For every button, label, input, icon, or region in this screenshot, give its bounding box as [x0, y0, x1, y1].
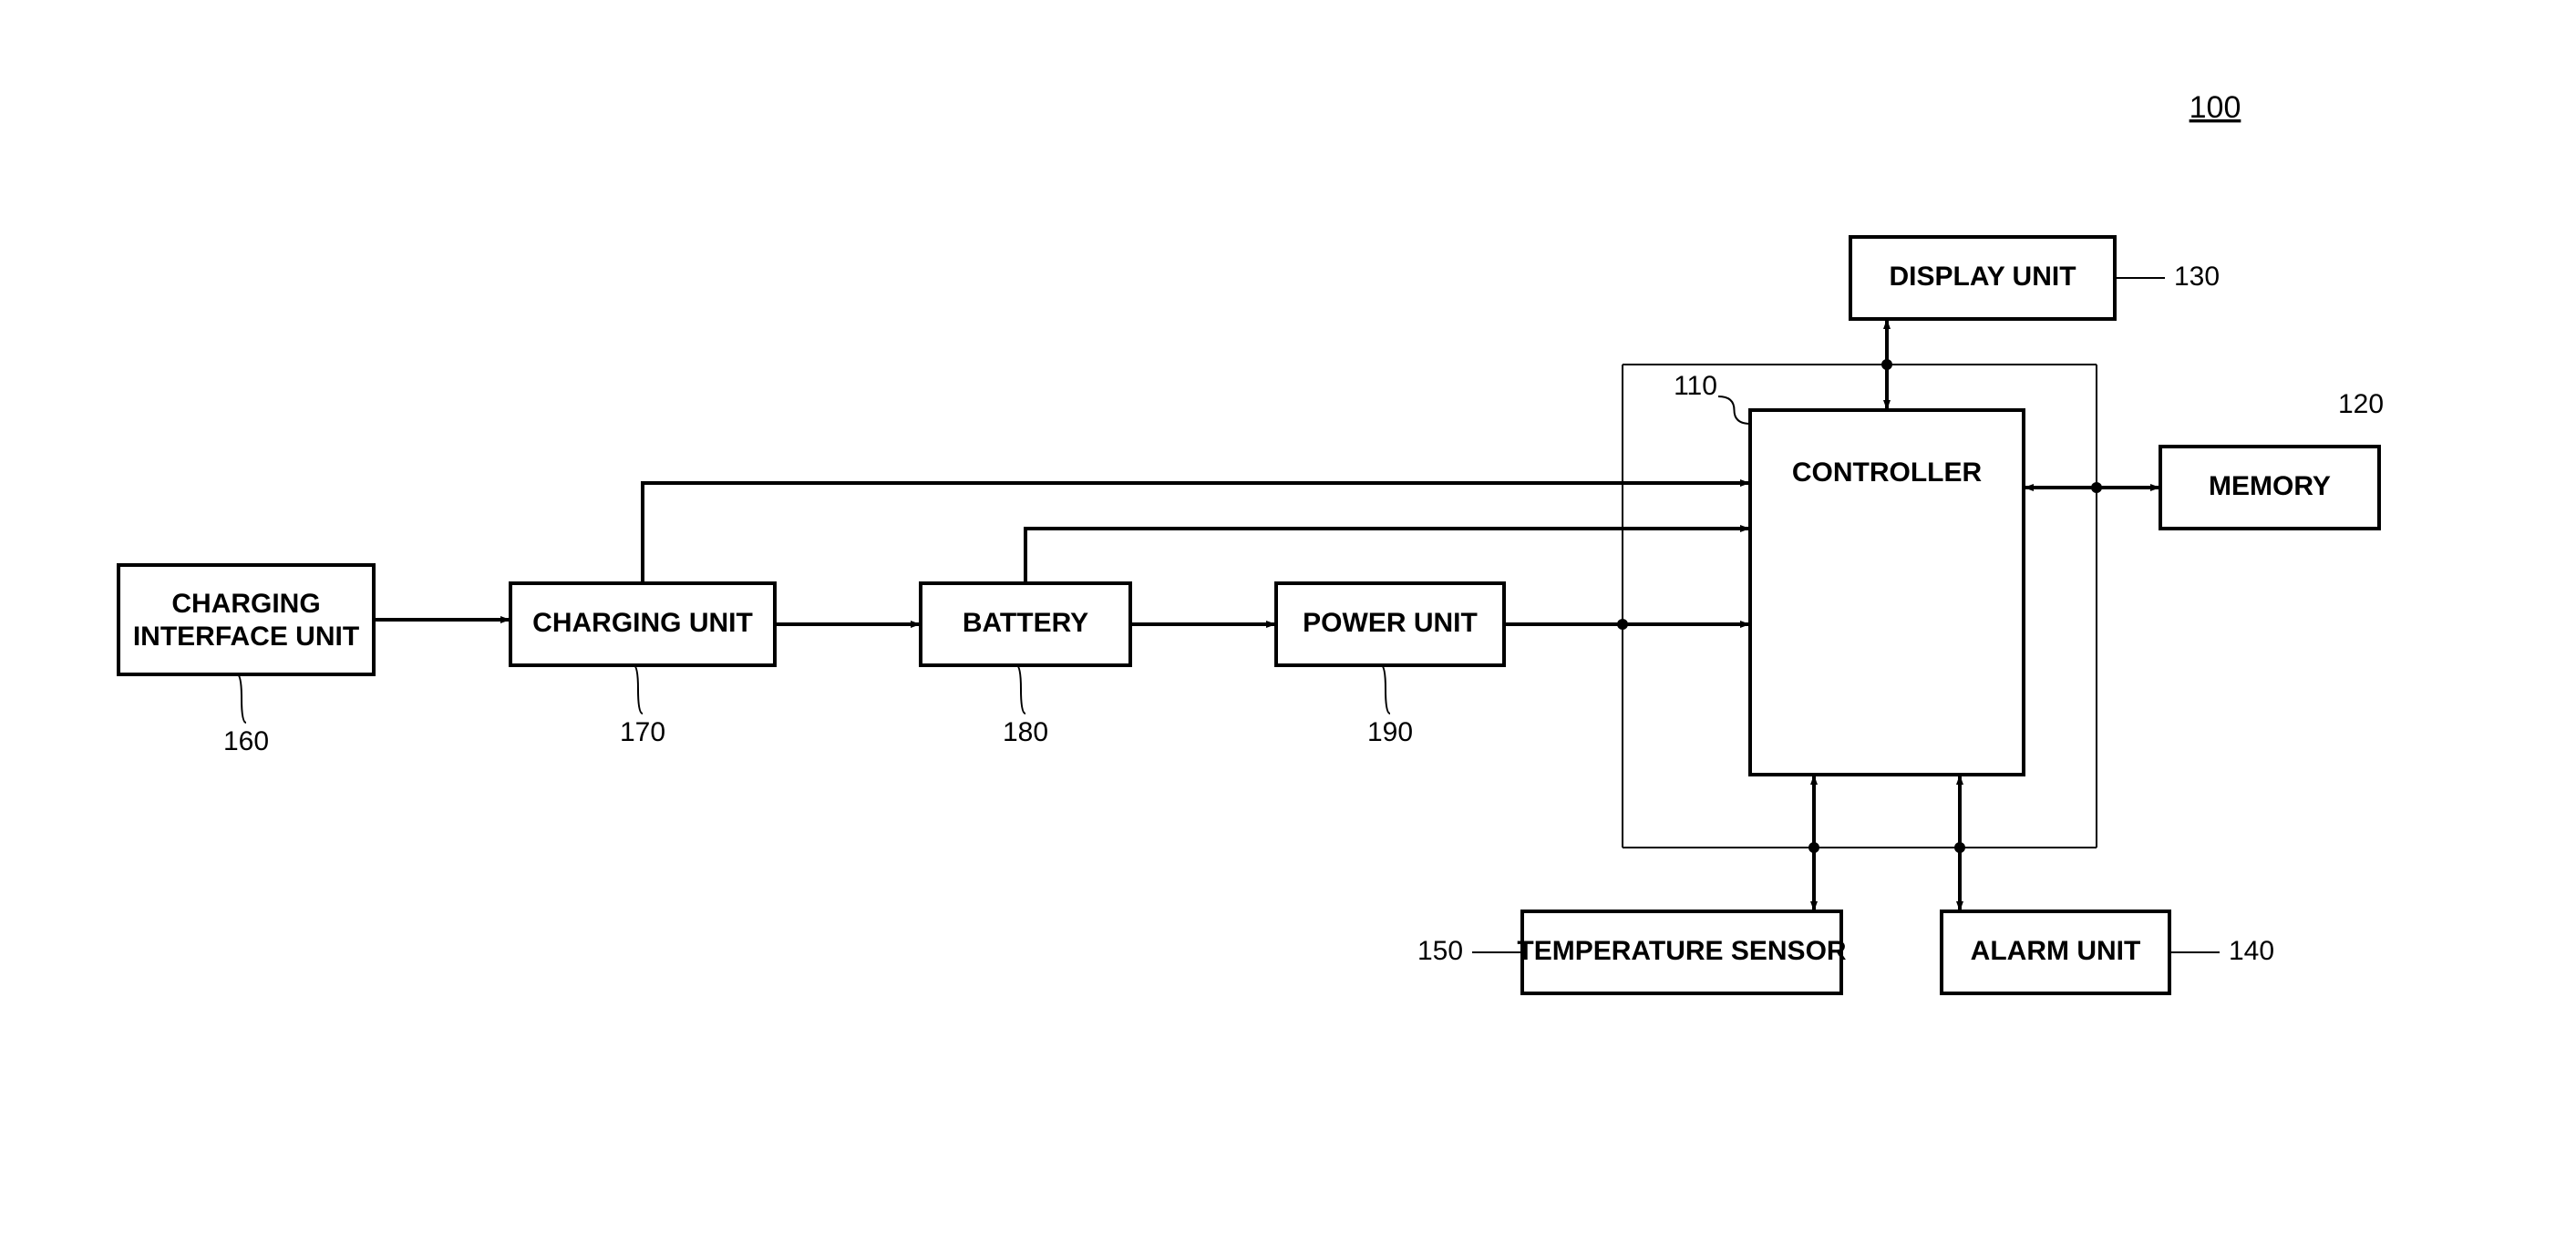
- block-charging: CHARGING UNIT: [510, 583, 775, 665]
- block-charging_if: CHARGINGINTERFACE UNIT: [118, 565, 374, 674]
- figure-ref-100: 100: [2190, 90, 2241, 125]
- block-controller: CONTROLLER: [1750, 410, 2024, 775]
- charging-ref: 170: [620, 717, 665, 747]
- block-display: DISPLAY UNIT: [1850, 237, 2115, 319]
- svg-text:INTERFACE UNIT: INTERFACE UNIT: [133, 622, 359, 652]
- block-tempsensor: TEMPERATURE SENSOR: [1517, 911, 1846, 993]
- controller-ref: 110: [1674, 371, 1717, 401]
- memory-label: MEMORY: [2209, 471, 2331, 501]
- power-label: POWER UNIT: [1303, 608, 1478, 638]
- block-battery: BATTERY: [921, 583, 1130, 665]
- alarm-ref: 140: [2229, 936, 2274, 966]
- tempsensor-label: TEMPERATURE SENSOR: [1517, 936, 1846, 966]
- battery-label: BATTERY: [963, 608, 1088, 638]
- block-memory: MEMORY: [2160, 447, 2379, 529]
- charging_if-box: [118, 565, 374, 674]
- block-alarm: ALARM UNIT: [1942, 911, 2169, 993]
- battery-ref: 180: [1003, 717, 1048, 747]
- block-power: POWER UNIT: [1276, 583, 1504, 665]
- alarm-label: ALARM UNIT: [1971, 936, 2141, 966]
- display-ref: 130: [2174, 262, 2220, 292]
- power-ref: 190: [1367, 717, 1413, 747]
- blocks: DISPLAY UNIT CONTROLLER MEMORY CHARGINGINTE…: [118, 237, 2379, 993]
- block-diagram: DISPLAY UNIT CONTROLLER MEMORY CHARGINGINTE…: [0, 0, 2576, 1254]
- charging_if-ref: 160: [223, 726, 269, 756]
- charging-label: CHARGING UNIT: [532, 608, 753, 638]
- controller-label: CONTROLLER: [1792, 457, 1983, 488]
- charging_if-label: CHARGING: [171, 589, 320, 619]
- tempsensor-ref: 150: [1417, 936, 1463, 966]
- display-label: DISPLAY UNIT: [1889, 262, 2076, 292]
- memory-ref: 120: [2338, 389, 2384, 419]
